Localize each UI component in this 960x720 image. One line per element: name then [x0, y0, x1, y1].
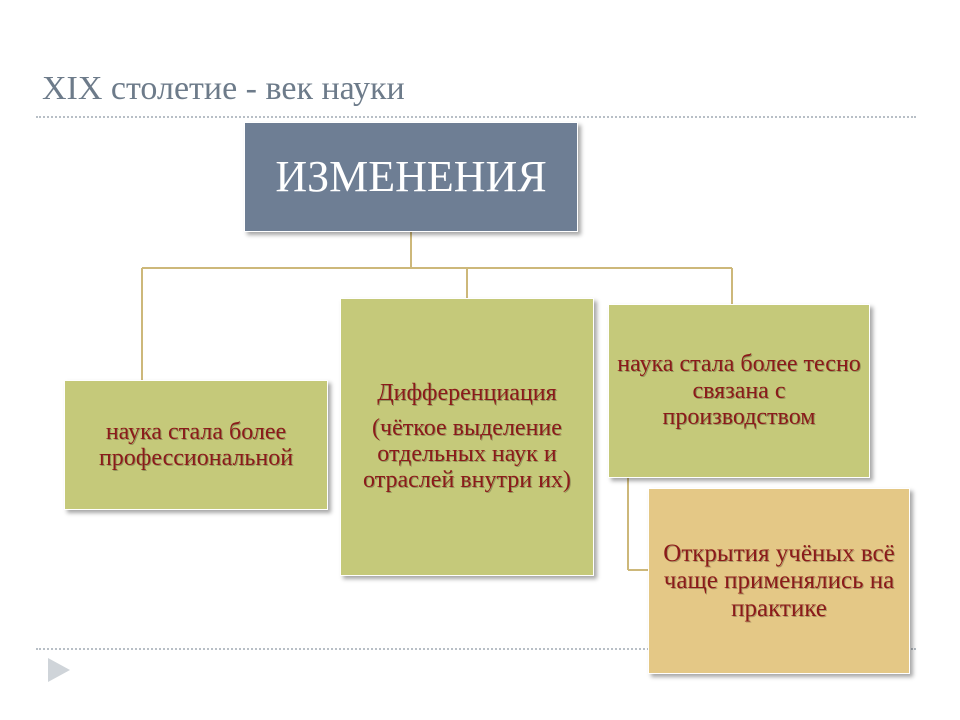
node-practice-label: Открытия учёных всё чаще применялись на …	[657, 540, 901, 623]
node-production-link: наука стала более тесно связана с произв…	[608, 304, 870, 478]
slide-arrow-icon	[48, 658, 70, 682]
node-differentiation: Дифференциация (чёткое выделение отдельн…	[340, 298, 594, 576]
node-differentiation-desc: (чёткое выделение отдельных наук и отрас…	[349, 415, 585, 494]
node-differentiation-title: Дифференциация	[349, 380, 585, 406]
node-practice: Открытия учёных всё чаще применялись на …	[648, 488, 910, 674]
node-root-label: ИЗМЕНЕНИЯ	[253, 153, 569, 201]
node-professional: наука стала более профессиональной	[64, 380, 328, 510]
node-production-link-label: наука стала более тесно связана с произв…	[617, 351, 861, 430]
slide: XIX столетие - век науки ИЗМЕНЕНИЯ наука…	[12, 10, 948, 710]
node-root: ИЗМЕНЕНИЯ	[244, 122, 578, 232]
node-professional-label: наука стала более профессиональной	[73, 419, 319, 472]
slide-title: XIX столетие - век науки	[42, 70, 405, 108]
divider-top	[36, 116, 916, 118]
